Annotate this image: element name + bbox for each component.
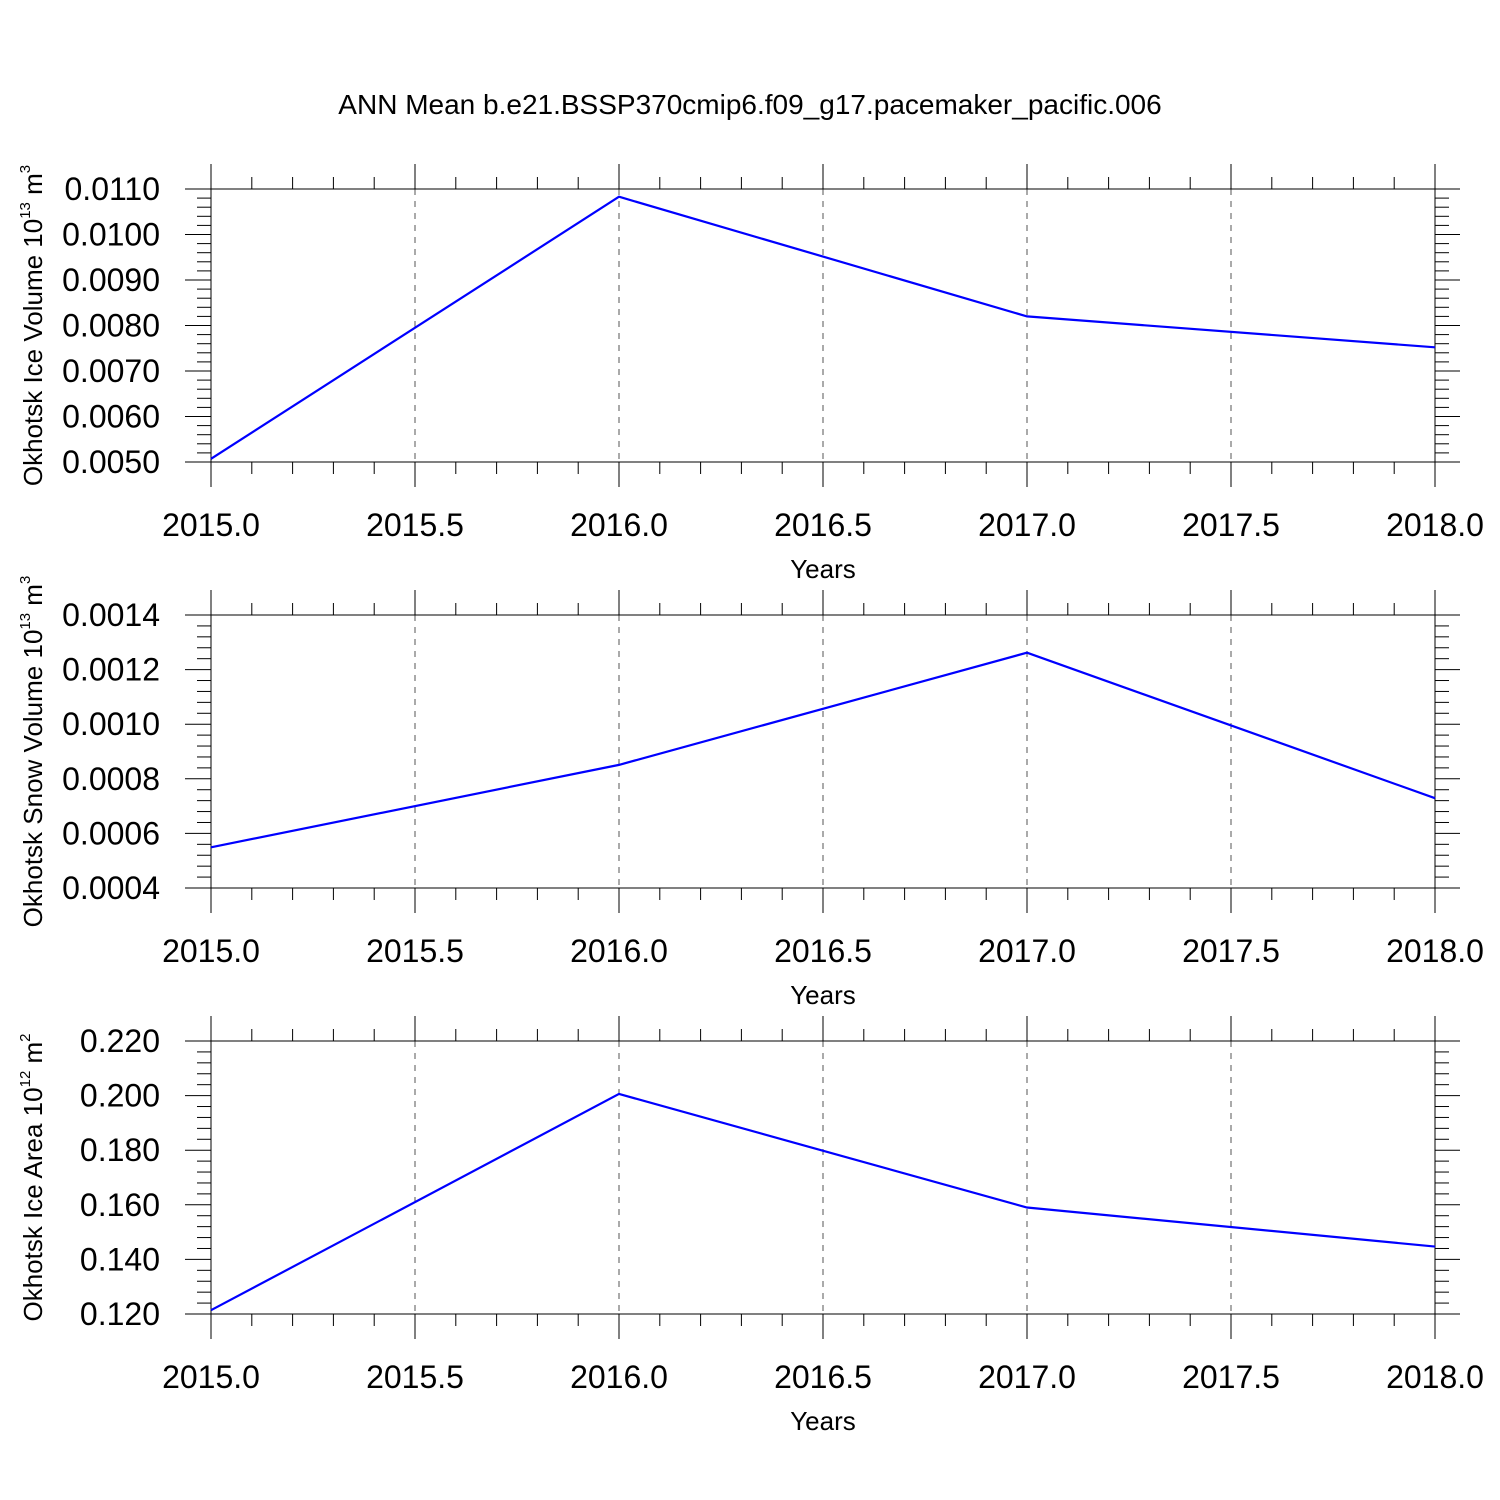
y-tick-label: 0.0080 — [62, 308, 160, 344]
y-tick-label: 0.0090 — [62, 262, 160, 298]
chart-panel-2: 2015.0 2015.5 2016.0 2016.5 2017.0 2017.5 2018… — [17, 576, 1484, 1010]
y-tick-label: 0.180 — [80, 1132, 160, 1168]
x-tick-label: 2015.5 — [366, 933, 464, 969]
y-tick-label: 0.140 — [80, 1241, 160, 1277]
y-tick-label: 0.0008 — [62, 761, 160, 797]
y-axis-label: Okhotsk Ice Volume 1013 m3 — [17, 165, 48, 486]
y-tick-label: 0.0100 — [62, 217, 160, 253]
x-tick-label: 2018.0 — [1386, 1359, 1484, 1395]
x-tick-label: 2017.0 — [978, 507, 1076, 543]
data-series-line — [210, 195, 1436, 460]
y-tick-label: 0.0006 — [62, 815, 160, 851]
x-tick-label: 2017.5 — [1182, 507, 1280, 543]
x-axis-label: Years — [790, 554, 856, 584]
y-tick-label: 0.160 — [80, 1187, 160, 1223]
x-tick-label: 2017.0 — [978, 1359, 1076, 1395]
y-axis-label: Okhotsk Snow Volume 1013 m3 — [17, 576, 48, 928]
x-tick-label: 2016.0 — [570, 507, 668, 543]
x-tick-label: 2017.5 — [1182, 933, 1280, 969]
x-axis-label: Years — [790, 1406, 856, 1436]
y-tick-label: 0.0004 — [62, 870, 160, 906]
y-tick-label: 0.0110 — [65, 171, 161, 207]
y-tick-label: 0.0050 — [62, 444, 160, 480]
x-tick-label: 2016.5 — [774, 507, 872, 543]
x-tick-label: 2015.0 — [162, 933, 260, 969]
chart-panel-1: 2015.0 2015.5 2016.0 2016.5 2017.0 2017.5 2018… — [17, 164, 1484, 584]
data-series-line — [210, 1092, 1436, 1312]
x-axis-label: Years — [790, 980, 856, 1010]
figure-title: ANN Mean b.e21.BSSP370cmip6.f09_g17.pace… — [338, 89, 1161, 120]
x-tick-label: 2016.5 — [774, 1359, 872, 1395]
x-tick-label: 2017.0 — [978, 933, 1076, 969]
y-tick-label: 0.120 — [80, 1296, 160, 1332]
x-tick-label: 2017.5 — [1182, 1359, 1280, 1395]
y-tick-label: 0.200 — [80, 1078, 160, 1114]
y-axis-label: Okhotsk Ice Area 1012 m2 — [17, 1033, 48, 1321]
data-series-line — [210, 651, 1436, 849]
y-tick-label: 0.0070 — [62, 353, 160, 389]
x-tick-label: 2015.0 — [162, 1359, 260, 1395]
x-tick-label: 2015.5 — [366, 1359, 464, 1395]
y-tick-label: 0.0012 — [62, 652, 160, 688]
y-tick-label: 0.220 — [80, 1023, 160, 1059]
y-tick-label: 0.0060 — [62, 399, 160, 435]
panels: 2015.0 2015.5 2016.0 2016.5 2017.0 2017.5 2018… — [17, 164, 1484, 1436]
x-tick-label: 2016.0 — [570, 933, 668, 969]
x-tick-label: 2015.0 — [162, 507, 260, 543]
y-tick-label: 0.0014 — [62, 597, 160, 633]
x-tick-label: 2015.5 — [366, 507, 464, 543]
x-tick-label: 2016.5 — [774, 933, 872, 969]
x-tick-label: 2018.0 — [1386, 933, 1484, 969]
y-tick-label: 0.0010 — [62, 706, 160, 742]
x-tick-label: 2016.0 — [570, 1359, 668, 1395]
x-tick-label: 2018.0 — [1386, 507, 1484, 543]
chart-panel-3: 2015.0 2015.5 2016.0 2016.5 2017.0 2017.5 2018… — [17, 1016, 1484, 1436]
